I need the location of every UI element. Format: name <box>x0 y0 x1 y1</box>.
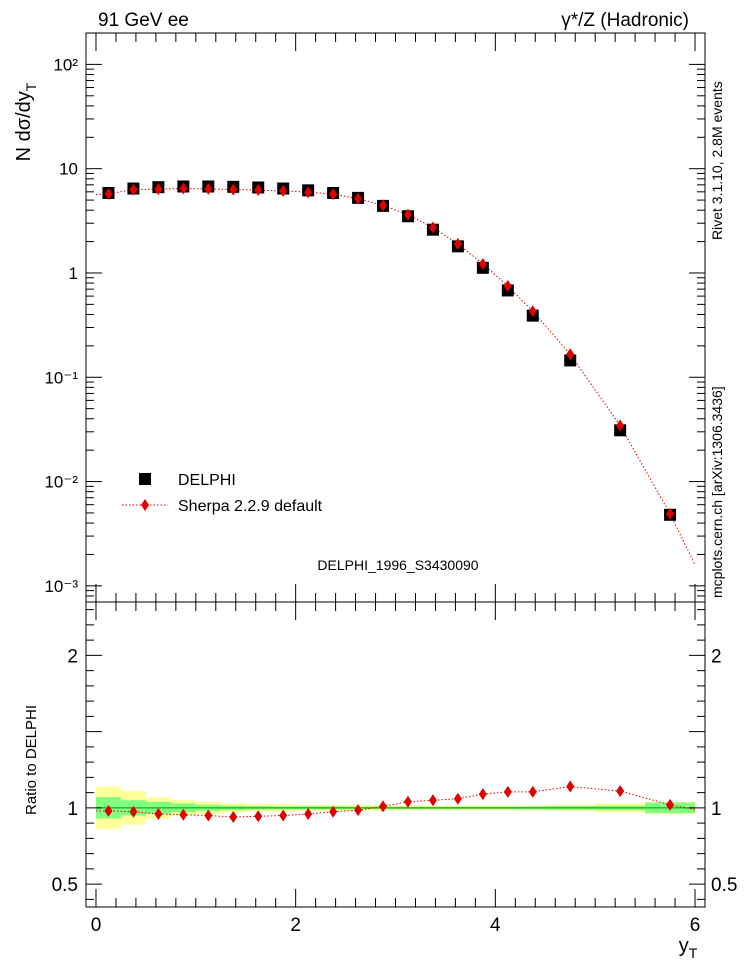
ratio-axis-ticks <box>86 602 705 907</box>
mc-point <box>666 507 675 520</box>
mcplots-label: mcplots.cern.ch [arXiv:1306.3436] <box>709 386 725 598</box>
mc-point <box>428 221 437 234</box>
ratio-y-axis-title: Ratio to DELPHI <box>23 705 40 815</box>
ratio-mc-point <box>154 807 163 820</box>
main-ytick-label: 1 <box>69 264 78 283</box>
xtick-label: 2 <box>290 915 301 936</box>
ratio-ytick-label: 2 <box>67 646 78 667</box>
ratio-mc-point <box>304 807 313 820</box>
ratio-mc-point <box>229 811 238 824</box>
ratio-mc-point <box>428 794 437 807</box>
legend: DELPHI Sherpa 2.2.9 default <box>122 472 323 515</box>
xtick-label: 6 <box>690 915 701 936</box>
ratio-mc-point <box>279 809 288 822</box>
xtick-label: 4 <box>490 915 501 936</box>
x-axis-title: yT <box>679 935 698 961</box>
ratio-mc-point <box>478 788 487 801</box>
ratio-mc-point <box>666 798 675 811</box>
main-panel: 10⁻³ 10⁻² 10⁻¹ 1 10 10² N dσ/dyT DELPHI_1996_… <box>13 32 706 603</box>
ratio-frame <box>85 601 706 908</box>
ratio-mc-point <box>566 780 575 793</box>
ratio-mc-point <box>503 785 512 798</box>
mc-point <box>279 184 288 197</box>
mc-point <box>154 183 163 196</box>
rivet-version-label: Rivet 3.1.10, 2.8M events <box>709 81 725 240</box>
ratio-ytick-label: 1 <box>67 799 78 820</box>
ratio-mc-point <box>104 804 113 817</box>
mc-point <box>379 199 388 212</box>
ratio-mc-point <box>403 795 412 808</box>
mc-point <box>403 208 412 221</box>
ratio-mc-point <box>453 792 462 805</box>
ratio-ytick-label-right: 0.5 <box>711 875 737 896</box>
process-type-label: γ*/Z (Hadronic) <box>561 10 689 31</box>
mc-point <box>104 187 113 200</box>
ratio-mc-point <box>129 805 138 818</box>
main-axis-ticks <box>86 32 705 602</box>
mc-point <box>129 183 138 196</box>
ratio-mc-point <box>354 804 363 817</box>
main-ytick-label: 10⁻² <box>44 473 78 492</box>
ratio-mc-point <box>616 785 625 798</box>
mc-point <box>528 305 537 318</box>
ratio-ytick-label: 0.5 <box>52 875 78 896</box>
ratio-mc-point <box>528 785 537 798</box>
main-frame <box>85 32 706 603</box>
mc-point <box>453 237 462 250</box>
legend-mc-label: Sherpa 2.2.9 default <box>178 498 323 515</box>
main-ytick-label: 10⁻³ <box>44 577 78 596</box>
ratio-ytick-label-right: 2 <box>711 646 722 667</box>
mc-point <box>478 257 487 270</box>
ratio-panel: 0.5 0.5 1 1 2 2 0 2 4 6 Ratio to DELPHI yT <box>23 601 737 961</box>
mc-point <box>566 348 575 361</box>
ratio-mc-point <box>179 808 188 821</box>
ratio-mc-point <box>329 805 338 818</box>
mc-point <box>616 419 625 432</box>
mc-point <box>179 182 188 195</box>
ratio-mc-point <box>204 809 213 822</box>
mc-point <box>354 192 363 205</box>
ratio-mc-point <box>379 800 388 813</box>
legend-data-label: DELPHI <box>178 472 236 489</box>
process-energy-label: 91 GeV ee <box>98 10 189 31</box>
mc-point <box>503 280 512 293</box>
mc-point <box>304 186 313 199</box>
analysis-watermark: DELPHI_1996_S3430090 <box>317 557 478 573</box>
ratio-ytick-label-right: 1 <box>711 799 722 820</box>
main-ytick-label: 10 <box>59 160 78 179</box>
mc-point <box>329 188 338 201</box>
legend-data-marker <box>139 473 151 485</box>
main-ytick-label: 10⁻¹ <box>44 368 78 387</box>
ratio-mc-point <box>254 810 263 823</box>
mc-point <box>254 183 263 196</box>
data-point <box>564 354 577 367</box>
mc-point <box>229 183 238 196</box>
main-y-axis-title: N dσ/dyT <box>13 82 39 161</box>
main-ytick-label: 10² <box>53 55 78 74</box>
xtick-label: 0 <box>91 915 102 936</box>
mc-point <box>204 182 213 195</box>
legend-mc-marker <box>141 499 149 511</box>
